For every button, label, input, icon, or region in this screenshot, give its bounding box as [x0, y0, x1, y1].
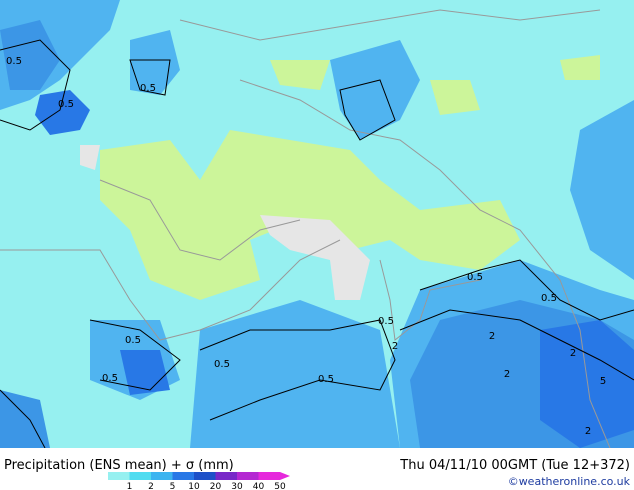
contour-label: 2 — [570, 348, 576, 359]
footer-background — [0, 448, 634, 490]
low-precip-land — [100, 55, 600, 300]
contour-label: 0.5 — [102, 373, 118, 384]
legend-label: 40 — [253, 482, 265, 490]
contour-label: 2 — [585, 426, 591, 437]
contour-label: 0.5 — [467, 272, 483, 283]
contour-label: 0.5 — [541, 293, 557, 304]
legend-label: 50 — [274, 482, 286, 490]
legend-label: 20 — [210, 482, 222, 490]
legend-label: 5 — [170, 482, 176, 490]
contours — [0, 39, 634, 449]
contour-label: 0.5 — [214, 359, 230, 370]
legend-swatch — [108, 472, 130, 480]
legend-swatch — [215, 472, 237, 480]
footer-credit: ©weatheronline.co.uk — [508, 475, 631, 488]
legend-swatch — [129, 472, 151, 480]
contour-label: 0.5 — [58, 99, 74, 110]
legend: 1 2 5 10 20 30 40 50 — [108, 472, 290, 490]
contour-label: 2 — [489, 331, 495, 342]
legend-arrow — [280, 472, 290, 480]
legend-swatch — [237, 472, 259, 480]
contour-label: 0.5 — [6, 56, 22, 67]
contour-label: 5 — [600, 376, 606, 387]
footer-date: Thu 04/11/10 00GMT (Tue 12+372) — [399, 458, 630, 473]
contour-label: 0.5 — [140, 83, 156, 94]
contour-label: 2 — [504, 369, 510, 380]
legend-label: 10 — [188, 482, 200, 490]
legend-label: 1 — [127, 482, 133, 490]
legend-swatch — [151, 472, 173, 480]
contour-labels: 0.5 0.5 0.5 0.5 0.5 0.5 0.5 0.5 0.5 0.5 2 2 2 2 2 5 — [6, 56, 606, 437]
legend-swatch — [172, 472, 194, 480]
contour-label: 0.5 — [378, 316, 394, 327]
legend-swatch — [194, 472, 216, 480]
borders — [0, 9, 611, 449]
contour-label: 0.5 — [318, 374, 334, 385]
legend-label: 30 — [231, 482, 243, 490]
legend-label: 2 — [148, 482, 154, 490]
contour-label: 0.5 — [125, 335, 141, 346]
footer-title: Precipitation (ENS mean) + σ (mm) — [4, 458, 234, 473]
contour-label: 2 — [392, 341, 398, 352]
no-precip-land — [80, 145, 370, 300]
legend-swatch — [258, 472, 280, 480]
